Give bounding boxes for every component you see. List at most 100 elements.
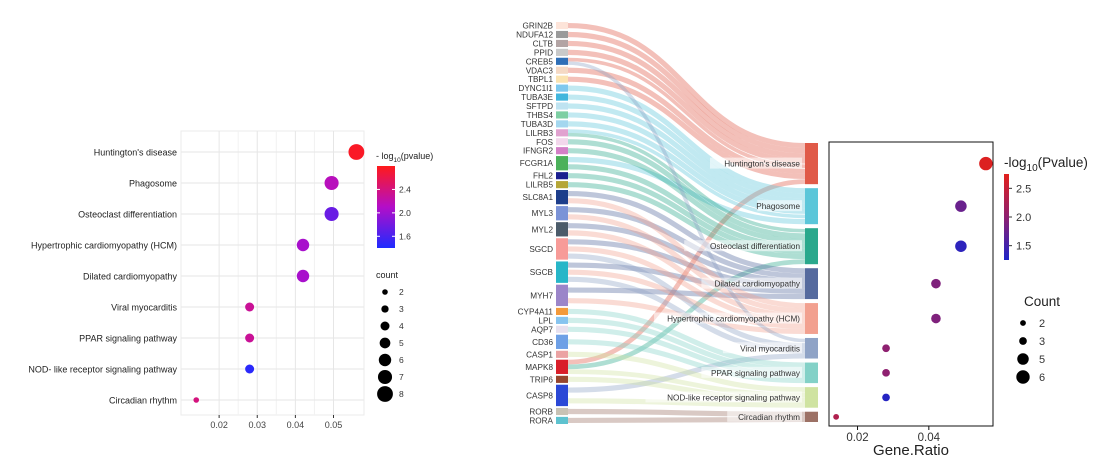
sankey-gene-label: RORB (529, 407, 553, 416)
sankey-pathway-nodes: Huntington's disease Phagosome Osteoclast … (645, 143, 818, 422)
sankey-pathway-label-bg (645, 391, 802, 403)
right-colorbar-label: 1.5 (1016, 241, 1031, 253)
sankey-gene-node (556, 66, 568, 74)
sankey-pathway-label-bg (701, 366, 802, 378)
left-point (296, 269, 310, 283)
sankey-link (567, 339, 806, 384)
sankey-pathway-label-bg (654, 312, 802, 324)
left-point (245, 302, 255, 312)
sankey-gene-node (556, 407, 568, 416)
sankey-link (567, 269, 806, 329)
sankey-diagram: GRIN2BNDUFA12CLTBPPIDCREB5VDAC3TBPL1DYNC… (516, 22, 818, 425)
sankey-gene-label: CASP8 (526, 391, 553, 400)
sankey-gene-label: CYP4A11 (518, 307, 554, 316)
right-size-legend-title: Count (1024, 294, 1060, 309)
sankey-gene-label: TBPL1 (528, 75, 553, 84)
left-size-legend-dot (379, 337, 391, 349)
right-point (882, 344, 890, 353)
sankey-gene-node (556, 316, 568, 324)
sankey-gene-node (556, 181, 568, 189)
left-dotplot: Huntington's disease Phagosome Osteoclast … (28, 130, 433, 430)
sankey-gene-node (556, 261, 568, 283)
sankey-gene-node (556, 416, 568, 424)
sankey-gene-node (556, 156, 568, 171)
right-colorbar (1004, 174, 1009, 260)
sankey-gene-node (556, 307, 568, 316)
sankey-pathway-label: Circadian rhythm (738, 413, 800, 422)
left-points (193, 144, 365, 403)
left-category-label: Osteoclast differentiation (78, 210, 177, 220)
right-size-legend-label: 2 (1039, 318, 1045, 330)
sankey-gene-node (556, 334, 568, 349)
sankey-link (567, 253, 806, 349)
left-point (245, 364, 255, 374)
sankey-gene-label: TUBA3E (521, 93, 553, 102)
sankey-pathway-label-bg (684, 240, 802, 252)
left-category-label: Phagosome (129, 179, 177, 189)
sankey-gene-label: DYNC1I1 (518, 84, 553, 93)
left-gridlines (181, 131, 364, 415)
left-category-label: Dilated cardiomyopathy (83, 272, 178, 282)
left-point (348, 144, 365, 160)
sankey-gene-node (556, 48, 568, 56)
sankey-pathway-label: Huntington's disease (724, 160, 800, 169)
sankey-gene-label: MYH7 (530, 291, 553, 300)
sankey-gene-node (556, 190, 568, 205)
left-colorbar-label: 1.6 (399, 231, 411, 241)
sankey-gene-node (556, 129, 568, 137)
sankey-link (567, 198, 806, 309)
left-colorbar (377, 166, 395, 248)
sankey-gene-node (556, 75, 568, 83)
left-category-label: Circadian rhythm (109, 396, 177, 406)
sankey-link (567, 214, 806, 314)
sankey-gene-node (556, 111, 568, 119)
left-size-legend-dot (377, 369, 393, 385)
sankey-pathway-label: PPAR signaling pathway (711, 369, 801, 378)
right-color-legend-title: -log10(Pvalue) (1004, 155, 1088, 174)
left-size-legend-dot (378, 353, 392, 367)
right-x-tick-label: 0.02 (846, 432, 868, 444)
sankey-link (567, 22, 806, 149)
sankey-link (567, 287, 806, 300)
sankey-gene-node (556, 22, 568, 30)
right-point (931, 278, 941, 289)
left-x-tick-label: 0.04 (287, 420, 305, 430)
sankey-gene-label: LILRB5 (526, 181, 554, 190)
right-colorbar-label: 2.0 (1016, 212, 1031, 224)
right-color-legend: -log10(Pvalue) 1.5 2.0 2.5 (1004, 155, 1088, 260)
left-category-label: PPAR signaling pathway (79, 334, 177, 344)
sankey-gene-label: VDAC3 (526, 66, 554, 75)
left-point (245, 333, 255, 343)
sankey-link (567, 49, 806, 164)
sankey-gene-node (556, 375, 568, 383)
sankey-link (567, 129, 806, 219)
sankey-pathway-label-bg (727, 410, 802, 422)
right-dotplot: 0.02 0.04 Gene.Ratio -log10(Pvalue) 1.5 2.… (828, 141, 1088, 459)
right-colorbar-label: 2.5 (1016, 183, 1031, 195)
sankey-gene-label: SGCB (530, 268, 554, 277)
sankey-link (567, 191, 806, 274)
sankey-link (567, 157, 806, 225)
sankey-gene-label: FCGR1A (520, 159, 554, 168)
sankey-gene-label: RORA (529, 416, 553, 425)
sankey-link (567, 353, 806, 393)
right-point (931, 313, 941, 324)
sankey-gene-label: MAPK8 (525, 363, 553, 372)
sankey-link (567, 76, 806, 180)
sankey-gene-node (556, 350, 568, 358)
right-size-legend: Count 2 3 5 6 (1016, 294, 1060, 384)
left-colorbar-ticks: 1.6 2.0 2.4 (377, 184, 411, 241)
sankey-gene-label: AQP7 (531, 325, 553, 334)
left-size-legend-label: 7 (399, 372, 404, 382)
right-point (833, 413, 840, 420)
left-colorbar-label: 2.0 (399, 208, 411, 218)
left-category-label: Hypertrophic cardiomyopathy (HCM) (31, 241, 177, 251)
left-point (193, 397, 200, 403)
left-point (296, 238, 310, 252)
left-x-axis-ticks: 0.02 0.03 0.04 0.05 (210, 415, 342, 430)
sankey-pathway-node (805, 411, 818, 422)
sankey-gene-node (556, 57, 568, 65)
left-size-legend-label: 6 (399, 355, 404, 365)
left-size-legend-dot (382, 289, 388, 295)
